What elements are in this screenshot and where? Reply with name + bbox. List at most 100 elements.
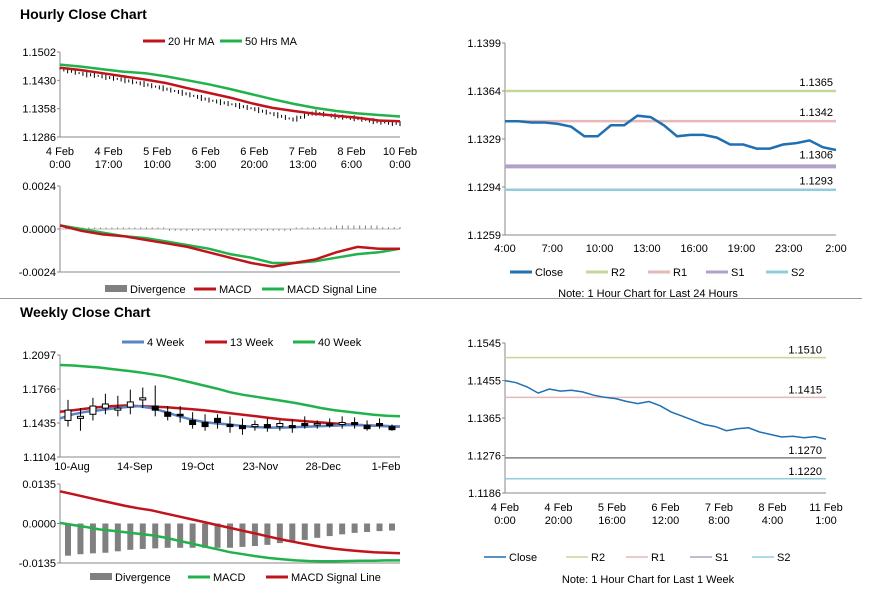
weekly-divergence-bar [89,523,96,554]
weekly-1w-x-tick-date: 6 Feb [651,502,679,514]
weekly-level-s1-label: 1.1270 [788,445,822,457]
hourly-price-y-tick: 1.1502 [22,47,56,59]
weekly-1w-x-tick-date: 5 Feb [598,502,626,514]
hourly-24h-y-tick: 1.1259 [467,230,501,242]
weekly-candle-body [64,409,72,421]
hourly-price-x-tick-time: 3:00 [195,159,216,171]
hourly-macd-y-tick: 0.0000 [22,224,56,236]
legend-1w-r1-label: R1 [651,552,665,564]
weekly-price-x-tick: 28-Dec [305,461,341,473]
weekly-candle-body [313,423,321,426]
hourly-24h-x-tick: 2:00 [825,243,846,255]
weekly-divergence-bar [389,523,395,531]
weekly-section-title: Weekly Close Chart [20,304,151,320]
weekly-price-y-tick: 1.2097 [22,350,56,362]
weekly-divergence-bar [326,523,333,537]
hourly-24h-x-tick: 23:00 [775,243,803,255]
legend-50hrs-ma-label: 50 Hrs MA [245,36,298,48]
hourly-24h-x-tick: 10:00 [586,243,614,255]
weekly-divergence-bar [301,523,308,540]
hourly-24h-x-tick: 19:00 [728,243,756,255]
legend-weekly-signal-label: MACD Signal Line [291,572,381,584]
weekly-candle-body [388,426,396,431]
weekly-1w-x-tick-time: 12:00 [652,515,680,527]
weekly-candle-body [114,407,122,411]
weekly-1w-x-tick-date: 8 Feb [758,502,786,514]
weekly-divergence-bar [77,523,84,555]
hourly-24h-x-tick: 7:00 [542,243,563,255]
weekly-price-x-tick: 19-Oct [181,461,214,473]
weekly-candle-body [226,424,234,428]
weekly-price-x-tick: 14-Sep [117,461,152,473]
hourly-price-x-tick-date: 10 Feb [383,146,417,158]
series-weekly-macd-signal [59,490,401,555]
weekly-candle-body [376,423,384,427]
weekly-divergence-bar [202,523,209,548]
weekly-divergence-bar [214,523,221,548]
weekly-candle-body [176,413,184,417]
hourly-price-x-tick-time: 10:00 [143,159,171,171]
weekly-macd-y-tick: -0.0135 [19,558,56,570]
series-20hr-ma [59,66,401,123]
weekly-candle-body [251,424,259,428]
weekly-divergence-bar [339,523,346,535]
weekly-candle-body [263,424,271,429]
series-hourly-close [505,114,837,152]
weekly-divergence-bar [227,523,233,548]
weekly-divergence-bar [289,523,296,542]
hourly-price-x-tick-date: 5 Feb [143,146,171,158]
weekly-1w-x-tick-time: 16:00 [598,515,626,527]
hourly-price-x-tick-date: 4 Feb [95,146,123,158]
weekly-divergence-bar [314,523,321,538]
weekly-candle-body [338,421,346,426]
weekly-1w-x-tick-date: 4 Feb [544,502,572,514]
hourly-24h-y-tick: 1.1399 [467,38,501,50]
weekly-candle-body [101,403,109,409]
legend-20hr-ma-label: 20 Hr MA [168,36,215,48]
weekly-candle-body [189,419,197,426]
weekly-macd-y-tick: 0.0135 [22,479,56,491]
legend-hourly-divergence-label: Divergence [130,284,186,296]
weekly-divergence-bar [127,523,134,550]
level-r1-label: 1.1342 [799,107,833,119]
hourly-price-x-tick-time: 6:00 [341,159,362,171]
weekly-divergence-bar [264,523,271,545]
legend-24h-r1-label: R1 [673,267,687,279]
weekly-candle-body [238,425,246,430]
legend-1w-close-label: Close [509,552,537,564]
hourly-24h-x-tick: 4:00 [494,243,515,255]
weekly-1w-y-tick: 1.1276 [467,451,501,463]
weekly-1w-x-tick-time: 8:00 [708,515,729,527]
weekly-price-y-tick: 1.1435 [22,418,56,430]
series-50hrs-ma [59,63,401,118]
weekly-divergence-bar [164,523,171,548]
weekly-price-x-tick: 1-Feb [372,461,401,473]
level-r2-label: 1.1365 [799,77,833,89]
weekly-1w-x-tick-date: 11 Feb [809,502,842,514]
hourly-24h-x-tick: 16:00 [680,243,708,255]
legend-13-week-label: 13 Week [230,337,274,349]
hourly-macd-y-tick: -0.0024 [19,267,56,279]
weekly-candle-body [201,421,209,428]
hourly-price-x-tick-date: 4 Feb [46,146,74,158]
legend-24h-s2-label: S2 [791,267,804,279]
weekly-candle-body [151,405,159,411]
hourly-price-x-tick-time: 0:00 [49,159,70,171]
weekly-candle-body [164,411,172,417]
weekly-divergence-bar [351,523,358,533]
hourly-24h-y-tick: 1.1294 [467,182,501,194]
weekly-candle-body [276,423,284,428]
hourly-section-title: Hourly Close Chart [20,6,147,22]
hourly-price-x-tick-date: 6 Feb [240,146,268,158]
hourly-24h-y-tick: 1.1364 [467,86,501,98]
weekly-level-s2-label: 1.1220 [788,466,822,478]
hourly-price-x-tick-date: 8 Feb [337,146,365,158]
weekly-macd-y-tick: 0.0000 [22,519,56,531]
weekly-1w-x-tick-time: 4:00 [762,515,783,527]
weekly-1w-x-tick-time: 1:00 [815,515,836,527]
legend-weekly-divergence-swatch [90,573,112,580]
hourly-price-y-tick: 1.1286 [22,132,56,144]
weekly-candle-body [326,423,334,427]
weekly-candle-body [301,423,309,427]
